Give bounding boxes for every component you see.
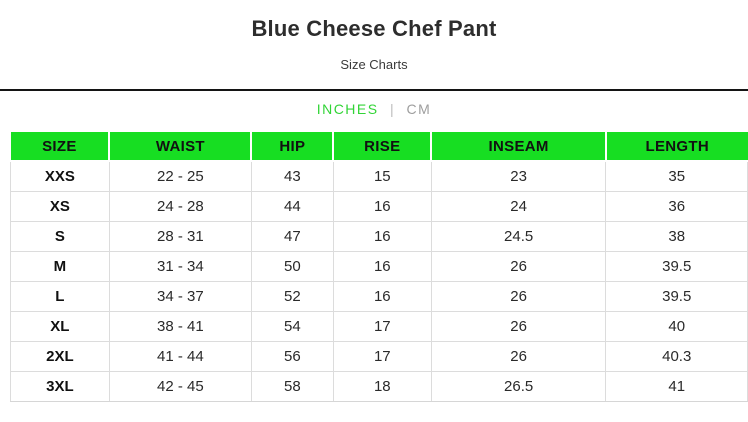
value-cell: 54	[250, 310, 334, 342]
table-row-xs: XS 24 - 28 44 16 24 36	[10, 190, 748, 222]
page-header: Blue Cheese Chef Pant Size Charts	[0, 0, 748, 72]
value-cell: 16	[332, 250, 432, 282]
unit-tab-inches[interactable]: INCHES	[316, 101, 379, 117]
value-cell: 41 - 44	[108, 340, 252, 372]
value-cell: 16	[332, 220, 432, 252]
size-cell: M	[10, 250, 110, 282]
value-cell: 26.5	[430, 370, 607, 402]
table-row-3xl: 3XL 42 - 45 58 18 26.5 41	[10, 370, 748, 402]
value-cell: 40.3	[605, 340, 748, 372]
value-cell: 26	[430, 280, 607, 312]
column-header-length: LENGTH	[605, 132, 748, 162]
size-chart-header-row: SIZE WAIST HIP RISE INSEAM LENGTH	[10, 132, 748, 162]
size-cell: 2XL	[10, 340, 110, 372]
column-header-inseam: INSEAM	[431, 132, 607, 162]
column-header-waist: WAIST	[109, 132, 253, 162]
table-row-xl: XL 38 - 41 54 17 26 40	[10, 310, 748, 342]
value-cell: 18	[332, 370, 432, 402]
table-row-l: L 34 - 37 52 16 26 39.5	[10, 280, 748, 312]
value-cell: 56	[250, 340, 334, 372]
value-cell: 16	[332, 190, 432, 222]
column-header-size: SIZE	[10, 132, 111, 162]
value-cell: 58	[250, 370, 334, 402]
value-cell: 41	[605, 370, 748, 402]
value-cell: 52	[250, 280, 334, 312]
value-cell: 34 - 37	[108, 280, 252, 312]
value-cell: 35	[605, 160, 748, 192]
value-cell: 40	[605, 310, 748, 342]
value-cell: 17	[332, 340, 432, 372]
value-cell: 24.5	[430, 220, 607, 252]
value-cell: 43	[250, 160, 334, 192]
value-cell: 47	[250, 220, 334, 252]
page-title: Blue Cheese Chef Pant	[251, 16, 497, 41]
value-cell: 38	[605, 220, 748, 252]
value-cell: 39.5	[605, 280, 748, 312]
size-cell: L	[10, 280, 110, 312]
column-header-rise: RISE	[333, 132, 433, 162]
unit-toggle-separator: |	[389, 101, 396, 117]
table-row-m: M 31 - 34 50 16 26 39.5	[10, 250, 748, 282]
value-cell: 16	[332, 280, 432, 312]
value-cell: 38 - 41	[108, 310, 252, 342]
value-cell: 39.5	[605, 250, 748, 282]
value-cell: 50	[250, 250, 334, 282]
size-cell: 3XL	[10, 370, 110, 402]
value-cell: 36	[605, 190, 748, 222]
size-chart-table: SIZE WAIST HIP RISE INSEAM LENGTH XXS 22 - 25 4…	[10, 132, 748, 402]
header-divider	[0, 89, 748, 91]
unit-toggle: INCHES | CM	[0, 101, 748, 117]
size-cell: XXS	[10, 160, 110, 192]
table-row-s: S 28 - 31 47 16 24.5 38	[10, 220, 748, 252]
size-chart-body: XXS 22 - 25 43 15 23 35 XS 24 - 28 44 16 24 36 S 28 -…	[10, 160, 748, 402]
table-row-2xl: 2XL 41 - 44 56 17 26 40.3	[10, 340, 748, 372]
unit-tab-cm[interactable]: CM	[406, 101, 432, 117]
value-cell: 15	[332, 160, 432, 192]
value-cell: 24 - 28	[108, 190, 252, 222]
value-cell: 17	[332, 310, 432, 342]
value-cell: 28 - 31	[108, 220, 252, 252]
size-cell: XS	[10, 190, 110, 222]
page-subtitle: Size Charts	[340, 57, 408, 72]
value-cell: 42 - 45	[108, 370, 252, 402]
size-cell: S	[10, 220, 110, 252]
table-row-xxs: XXS 22 - 25 43 15 23 35	[10, 160, 748, 192]
value-cell: 24	[430, 190, 607, 222]
value-cell: 26	[430, 250, 607, 282]
column-header-hip: HIP	[251, 132, 335, 162]
size-cell: XL	[10, 310, 110, 342]
value-cell: 23	[430, 160, 607, 192]
value-cell: 26	[430, 340, 607, 372]
value-cell: 31 - 34	[108, 250, 252, 282]
value-cell: 22 - 25	[108, 160, 252, 192]
value-cell: 44	[250, 190, 334, 222]
value-cell: 26	[430, 310, 607, 342]
